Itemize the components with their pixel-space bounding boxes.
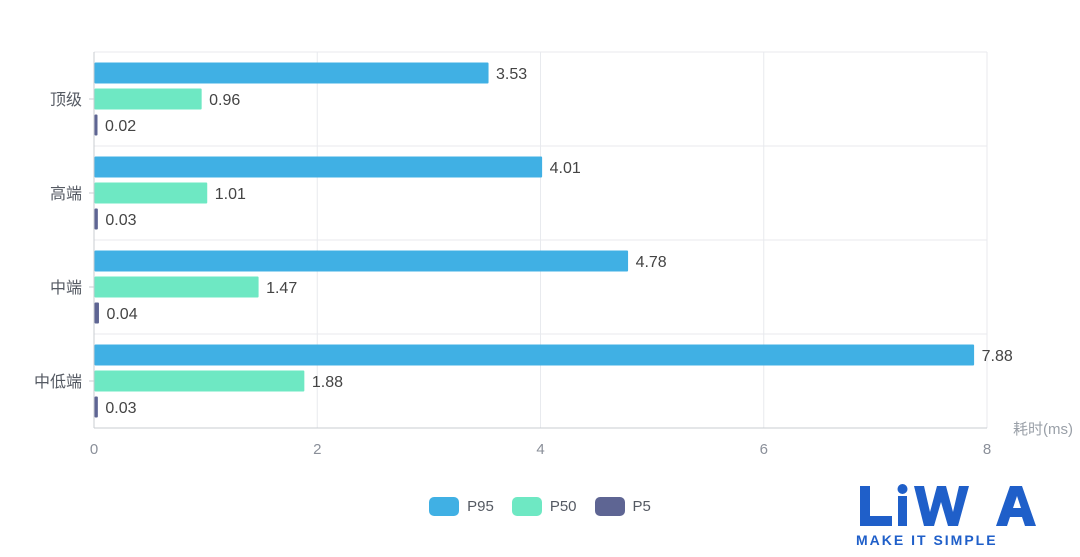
bar-p95-2 (94, 250, 629, 272)
bar-chart: 3.53 0.96 0.02 4.01 1.01 0.03 4.78 1.47 0.04 7.88… (34, 51, 1073, 458)
bar-p50-2 (94, 276, 259, 298)
data-label: 1.88 (312, 374, 343, 391)
liwa-slogan: MAKE IT SIMPLE (856, 532, 998, 548)
x-tick-label: 0 (90, 441, 98, 458)
data-label: 7.88 (982, 348, 1013, 365)
legend-label: P50 (549, 498, 577, 515)
bar-p95-1 (94, 156, 543, 178)
bars (94, 62, 975, 418)
bar-p5-3 (94, 396, 98, 418)
legend-swatch (594, 497, 625, 516)
legend-label: P95 (467, 498, 494, 515)
x-tick-label: 4 (536, 441, 544, 458)
bar-p95-3 (94, 344, 975, 366)
bar-p5-1 (94, 208, 98, 230)
legend-item-p50[interactable]: P50 (511, 497, 577, 516)
category-label: 中端 (50, 279, 82, 297)
legend-label: P5 (632, 498, 651, 515)
x-axis-label: 耗时(ms) (1013, 421, 1073, 438)
legend-item-p5[interactable]: P5 (594, 497, 651, 516)
bar-p50-1 (94, 182, 208, 204)
legend-item-p95[interactable]: P95 (429, 497, 494, 516)
data-labels: 3.53 0.96 0.02 4.01 1.01 0.03 4.78 1.47 0.04 7.88… (105, 66, 1013, 417)
bar-p50-0 (94, 88, 202, 110)
data-label: 0.03 (105, 400, 136, 417)
data-label: 0.04 (106, 306, 137, 323)
legend: P95 P50 P5 (0, 497, 1080, 516)
bar-p5-2 (94, 302, 99, 324)
category-label: 顶级 (50, 91, 82, 109)
category-label: 高端 (50, 185, 82, 203)
data-label: 1.47 (266, 280, 297, 297)
data-label: 4.01 (550, 160, 581, 177)
data-label: 4.78 (636, 254, 667, 271)
bar-p50-3 (94, 370, 305, 392)
liwa-logo-mark (860, 484, 1036, 526)
data-label: 0.02 (105, 118, 136, 135)
bar-p95-0 (94, 62, 489, 84)
bar-p5-0 (94, 114, 98, 136)
data-label: 0.03 (105, 212, 136, 229)
data-label: 0.96 (209, 92, 240, 109)
x-tick-label: 6 (760, 441, 768, 458)
category-label: 中低端 (34, 373, 82, 391)
legend-swatch (511, 497, 542, 516)
legend-swatch (429, 497, 460, 516)
data-label: 3.53 (496, 66, 527, 83)
data-label: 1.01 (215, 186, 246, 203)
x-tick-label: 8 (983, 441, 991, 458)
liwa-logo: MAKE IT SIMPLE (856, 482, 1046, 552)
x-tick-label: 2 (313, 441, 321, 458)
